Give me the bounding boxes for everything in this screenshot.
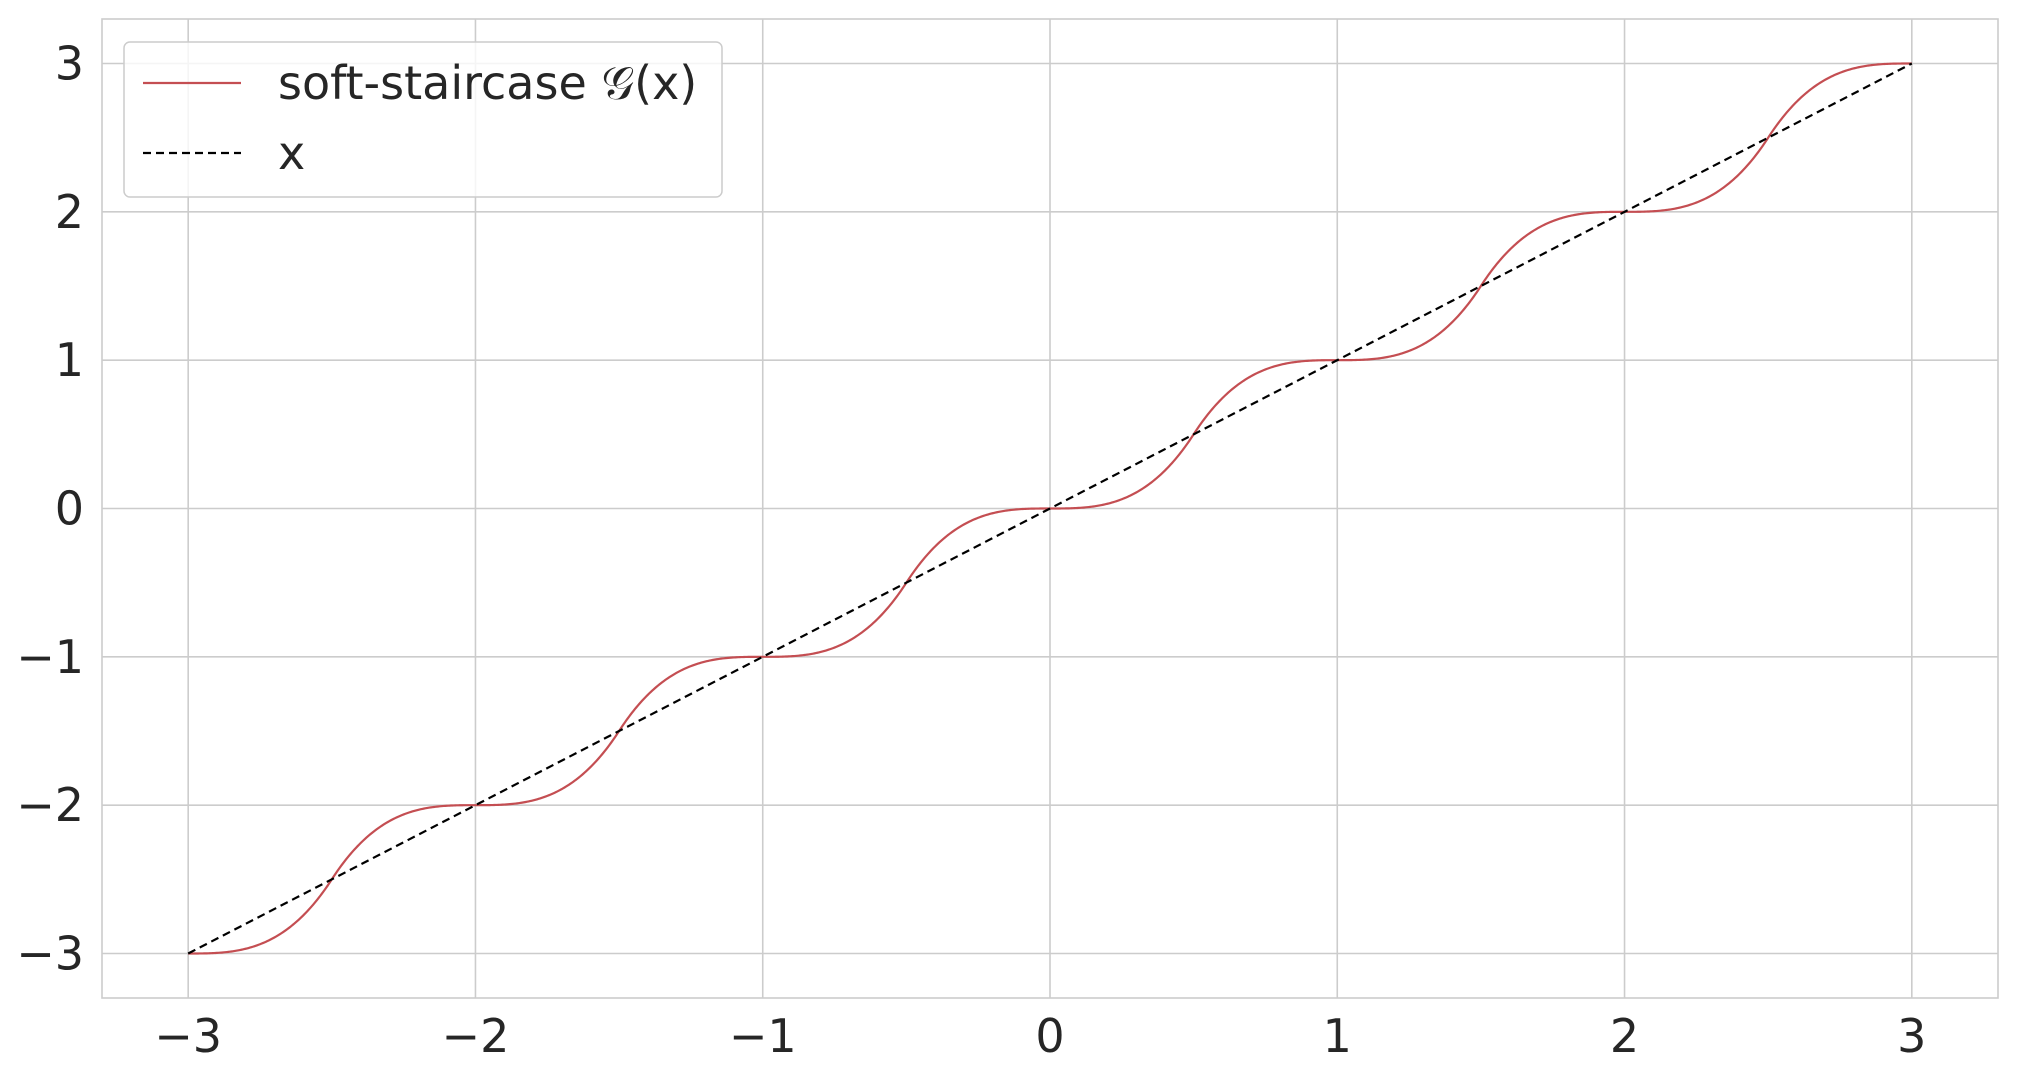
- legend-box: [123, 41, 723, 198]
- x-tick-label: 0: [1035, 1009, 1064, 1063]
- y-axis-ticks: −3 −2 −1 0 1 2 3: [16, 37, 84, 981]
- legend: soft-staircase 𝒢(x) x: [123, 41, 723, 198]
- y-tick-label: 0: [55, 482, 84, 536]
- legend-label-x: x: [278, 126, 305, 180]
- x-tick-label: −3: [154, 1009, 222, 1063]
- series-layer: [187, 62, 1913, 955]
- y-tick-label: −1: [16, 630, 84, 684]
- y-tick-label: −2: [16, 778, 84, 832]
- series-line-x: [187, 62, 1913, 955]
- x-tick-label: 1: [1323, 1009, 1352, 1063]
- x-tick-label: −1: [729, 1009, 797, 1063]
- y-tick-label: −3: [16, 927, 84, 981]
- y-tick-label: 3: [55, 37, 84, 91]
- y-tick-label: 2: [55, 185, 84, 239]
- y-tick-label: 1: [55, 333, 84, 387]
- legend-label-soft-staircase: soft-staircase 𝒢(x): [278, 56, 697, 110]
- plot-frame: [101, 18, 1999, 999]
- x-tick-label: 2: [1610, 1009, 1639, 1063]
- x-tick-label: 3: [1897, 1009, 1926, 1063]
- x-axis-ticks: −3 −2 −1 0 1 2 3: [154, 1009, 1926, 1063]
- x-tick-label: −2: [442, 1009, 510, 1063]
